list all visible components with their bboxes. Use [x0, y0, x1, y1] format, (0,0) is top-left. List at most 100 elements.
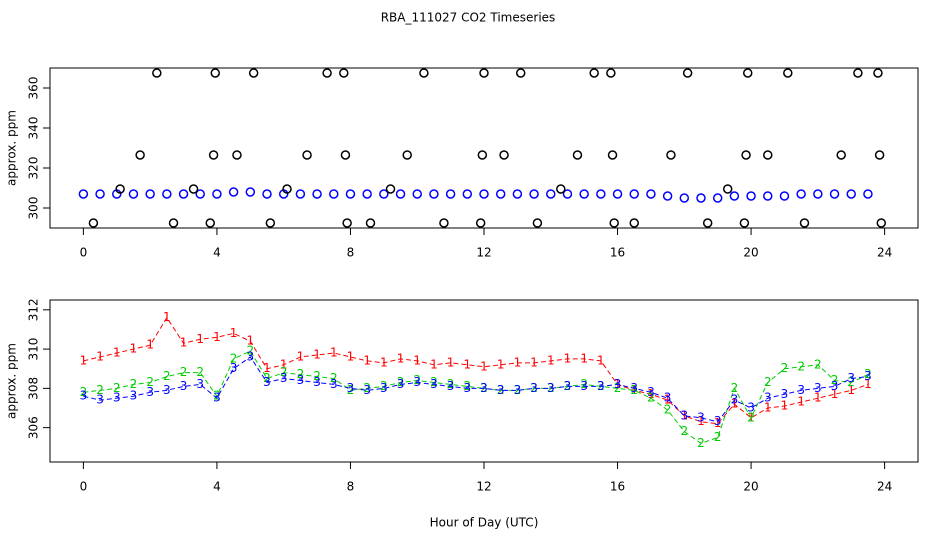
data-point — [783, 68, 793, 78]
data-point — [78, 189, 89, 199]
y-tick-label: 320 — [27, 157, 41, 180]
point-symbol: 2 — [380, 379, 388, 393]
data-point — [722, 184, 733, 194]
data-point — [115, 184, 125, 194]
data-point — [666, 150, 676, 160]
data-point — [128, 189, 139, 199]
point-symbol: 2 — [514, 383, 522, 397]
point-symbol: 2 — [447, 377, 455, 391]
point-symbol: 1 — [413, 353, 421, 367]
x-tick-label: 24 — [877, 246, 892, 260]
data-point — [612, 189, 623, 199]
point-symbol: 3 — [196, 377, 204, 391]
point-symbol: 3 — [731, 393, 739, 407]
data-point — [145, 189, 155, 199]
x-tick-label: 8 — [347, 480, 355, 494]
chart-title: RBA_111027 CO2 Timeseries — [381, 11, 556, 25]
data-point — [515, 68, 526, 78]
point-symbol: 3 — [246, 349, 254, 363]
point-symbol: 2 — [80, 385, 88, 399]
point-symbol: 3 — [80, 389, 88, 403]
point-symbol: 1 — [80, 353, 88, 367]
data-point — [210, 68, 221, 78]
plot-frame — [49, 67, 919, 229]
point-symbol: 2 — [347, 383, 355, 397]
point-symbol: 1 — [313, 347, 321, 361]
point-symbol: 3 — [547, 381, 555, 395]
data-point — [874, 150, 885, 160]
point-symbol: 3 — [747, 401, 755, 415]
point-symbol: 3 — [413, 375, 421, 389]
data-point — [322, 68, 332, 78]
point-symbol: 3 — [180, 379, 188, 393]
point-symbol: 3 — [163, 383, 171, 397]
data-point — [679, 193, 690, 203]
point-symbol: 1 — [680, 408, 688, 422]
y-tick-label: 340 — [27, 117, 41, 140]
data-point — [162, 189, 172, 199]
point-symbol: 1 — [781, 399, 789, 413]
point-symbol: 1 — [664, 393, 672, 407]
data-point — [796, 189, 806, 199]
data-point — [702, 218, 713, 228]
point-symbol: 1 — [480, 359, 488, 373]
data-point — [95, 189, 105, 199]
series-line — [83, 356, 868, 423]
y-tick-label: 310 — [27, 338, 41, 361]
point-symbol: 3 — [280, 371, 288, 385]
data-point — [475, 218, 486, 228]
point-symbol: 3 — [781, 387, 789, 401]
point-symbol: 3 — [614, 377, 622, 391]
data-point — [763, 191, 773, 201]
data-point — [168, 218, 179, 228]
point-symbol: 3 — [263, 375, 271, 389]
point-symbol: 2 — [330, 371, 338, 385]
data-point — [245, 187, 256, 197]
point-symbol: 3 — [797, 383, 805, 397]
data-point — [262, 189, 272, 199]
point-symbol: 1 — [297, 349, 305, 363]
data-point — [312, 189, 322, 199]
data-point — [763, 150, 773, 160]
data-point — [556, 184, 566, 194]
data-point — [863, 189, 873, 199]
point-symbol: 2 — [814, 357, 822, 371]
data-point — [562, 189, 573, 199]
data-point — [739, 218, 750, 228]
point-symbol: 3 — [447, 379, 455, 393]
point-symbol: 1 — [580, 351, 588, 365]
point-symbol: 2 — [430, 375, 438, 389]
point-symbol: 1 — [497, 357, 505, 371]
x-tick-label: 4 — [213, 480, 221, 494]
point-symbol: 1 — [697, 414, 705, 428]
data-point — [572, 150, 583, 160]
data-point — [385, 184, 396, 194]
data-point — [646, 189, 656, 199]
data-point — [205, 218, 215, 228]
data-point — [589, 68, 599, 78]
point-symbol: 1 — [564, 351, 572, 365]
data-point — [208, 150, 219, 160]
point-symbol: 3 — [764, 391, 772, 405]
point-symbol: 2 — [847, 375, 855, 389]
point-symbol: 1 — [831, 387, 839, 401]
point-symbol: 1 — [230, 326, 238, 340]
x-tick-label: 20 — [743, 480, 758, 494]
data-point — [88, 218, 99, 228]
point-symbol: 2 — [781, 361, 789, 375]
data-point — [746, 191, 756, 201]
point-symbol: 3 — [130, 389, 138, 403]
point-symbol: 2 — [163, 369, 171, 383]
data-point — [682, 68, 693, 78]
point-symbol: 3 — [564, 379, 572, 393]
point-symbol: 3 — [814, 381, 822, 395]
point-symbol: 1 — [347, 349, 355, 363]
point-symbol: 2 — [697, 436, 705, 450]
point-symbol: 2 — [96, 383, 104, 397]
data-point — [295, 189, 306, 199]
point-symbol: 1 — [96, 349, 104, 363]
data-point — [412, 189, 422, 199]
data-point — [799, 218, 810, 228]
data-point — [607, 150, 618, 160]
point-symbol: 2 — [313, 369, 321, 383]
